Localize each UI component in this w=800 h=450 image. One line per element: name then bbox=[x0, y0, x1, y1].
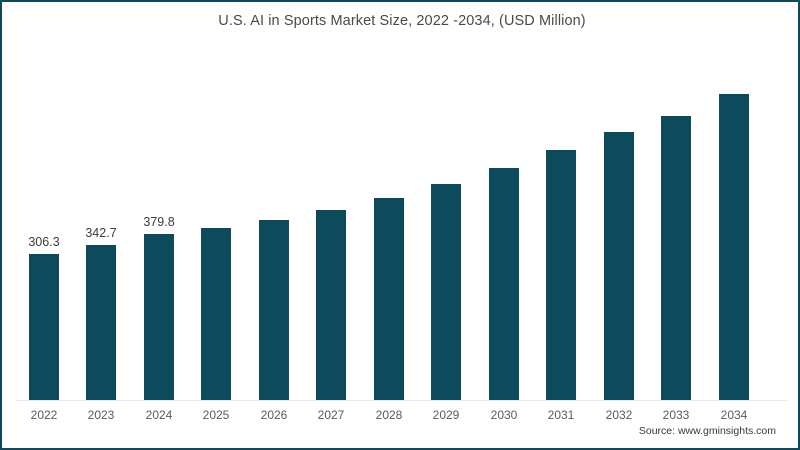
bar[interactable] bbox=[604, 132, 634, 400]
bar[interactable] bbox=[661, 116, 691, 400]
bar[interactable] bbox=[431, 184, 461, 400]
source-attribution: Source: www.gminsights.com bbox=[638, 425, 776, 437]
x-tick-2027: 2027 bbox=[317, 408, 345, 422]
bar[interactable] bbox=[259, 220, 289, 400]
x-tick-2032: 2032 bbox=[605, 408, 633, 422]
bar[interactable] bbox=[489, 168, 519, 400]
x-tick-2029: 2029 bbox=[432, 408, 460, 422]
x-tick-2025: 2025 bbox=[202, 408, 230, 422]
x-tick-2023: 2023 bbox=[87, 408, 115, 422]
bar[interactable] bbox=[374, 198, 404, 400]
x-tick-2031: 2031 bbox=[547, 408, 575, 422]
x-tick-2028: 2028 bbox=[375, 408, 403, 422]
x-tick-2034: 2034 bbox=[720, 408, 748, 422]
bar[interactable] bbox=[201, 228, 231, 400]
bar[interactable] bbox=[144, 234, 174, 400]
bar[interactable] bbox=[316, 210, 346, 400]
x-tick-2026: 2026 bbox=[260, 408, 288, 422]
bar[interactable] bbox=[719, 94, 749, 400]
x-tick-2022: 2022 bbox=[30, 408, 58, 422]
bar-value-label: 342.7 bbox=[85, 226, 117, 240]
bar[interactable] bbox=[86, 245, 116, 400]
x-tick-2033: 2033 bbox=[662, 408, 690, 422]
x-tick-2030: 2030 bbox=[490, 408, 518, 422]
x-tick-2024: 2024 bbox=[145, 408, 173, 422]
chart-title: U.S. AI in Sports Market Size, 2022 -203… bbox=[218, 13, 586, 29]
bar-value-label: 306.3 bbox=[28, 235, 60, 249]
bar[interactable] bbox=[546, 150, 576, 400]
bar[interactable] bbox=[29, 254, 59, 400]
bar-value-label: 379.8 bbox=[143, 215, 175, 229]
x-axis-line bbox=[16, 400, 788, 401]
